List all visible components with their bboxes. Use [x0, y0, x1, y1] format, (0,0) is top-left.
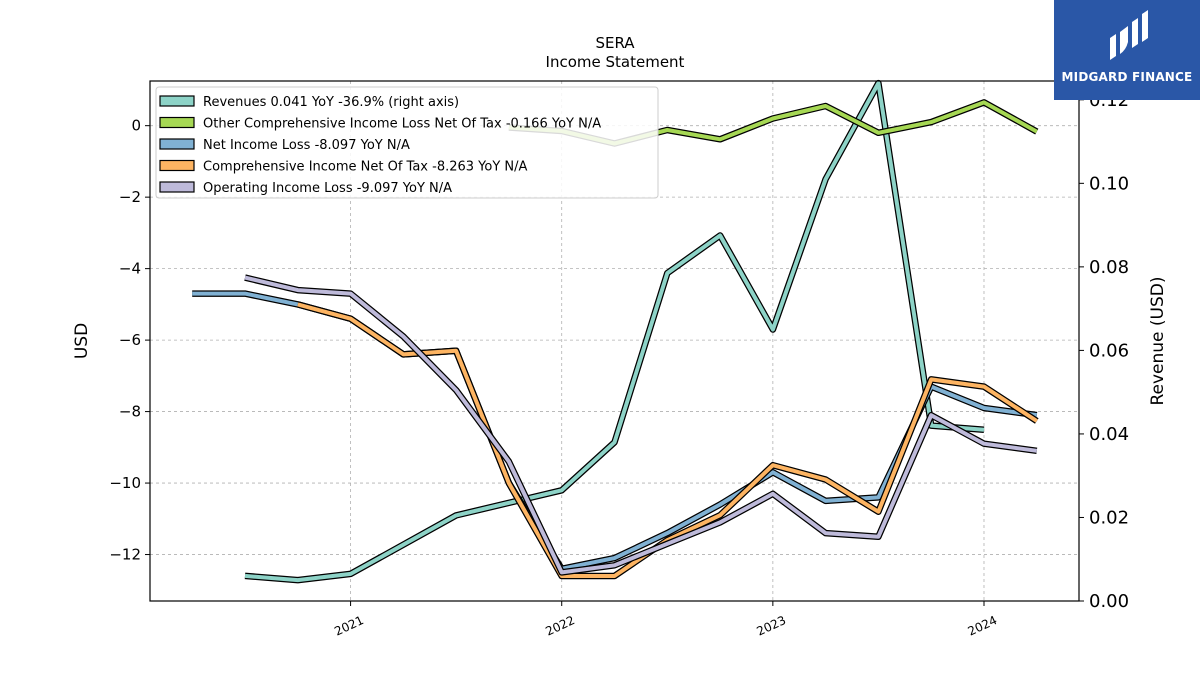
x-tick-label: 2022 [543, 613, 577, 639]
chart-subtitle: Income Statement [546, 53, 685, 71]
series-4 [244, 274, 1038, 576]
y-tick-label-left: −6 [119, 331, 141, 349]
x-tick-label: 2021 [332, 613, 366, 639]
legend-box [155, 86, 659, 199]
brand-logo: MIDGARD FINANCE [1054, 0, 1200, 100]
x-tick-label: 2023 [755, 613, 789, 639]
legend-label: Other Comprehensive Income Loss Net Of T… [203, 117, 601, 132]
legend-label: Revenues 0.041 YoY -36.9% (right axis) [203, 95, 459, 110]
series-line [244, 275, 1038, 575]
legend-swatch [159, 159, 195, 172]
y-tick-label-right: 0.00 [1089, 591, 1129, 612]
y-tick-label-right: 0.04 [1089, 424, 1129, 445]
y-tick-label-right: 0.08 [1089, 257, 1129, 278]
y-tick-label-right: 0.10 [1089, 173, 1129, 194]
y-axis-label-left: USD [72, 323, 92, 359]
legend-label: Operating Income Loss -9.097 YoY N/A [203, 181, 452, 196]
y-tick-label-right: 0.02 [1089, 507, 1129, 528]
series-0 [244, 79, 985, 584]
legend: Revenues 0.041 YoY -36.9% (right axis) Ot… [155, 86, 659, 199]
x-tick-label: 2024 [966, 613, 1000, 639]
y-tick-label-left: −4 [119, 260, 141, 278]
series-line [244, 81, 985, 583]
y-tick-label-left: 0 [131, 117, 141, 135]
legend-label: Net Income Loss -8.097 YoY N/A [203, 138, 410, 153]
legend-swatch [159, 95, 195, 107]
y-tick-label-left: −2 [119, 188, 141, 206]
chart-title: SERA [595, 34, 635, 52]
y-tick-label-left: −8 [119, 403, 141, 421]
logo-text: MIDGARD FINANCE [1061, 70, 1193, 84]
legend-label: Comprehensive Income Net Of Tax -8.263 Y… [203, 160, 528, 175]
y-tick-label-left: −10 [109, 474, 141, 492]
series-layer [192, 79, 1039, 584]
y-tick-label-right: 0.06 [1089, 340, 1129, 361]
y-axis-label-right: Revenue (USD) [1148, 276, 1168, 405]
legend-swatch [159, 138, 195, 150]
y-tick-label-left: −12 [109, 546, 141, 564]
legend-swatch [159, 181, 195, 193]
legend-swatch [159, 116, 195, 129]
logo-mark-icon [1110, 10, 1148, 60]
plot-frame [149, 80, 1080, 602]
